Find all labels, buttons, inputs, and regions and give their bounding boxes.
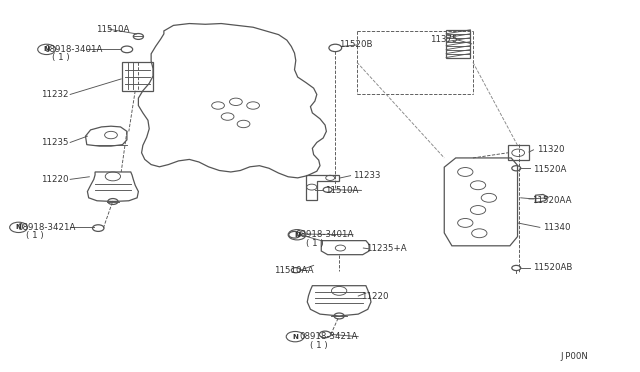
Text: N: N [15, 224, 22, 230]
Text: 11233: 11233 [353, 171, 381, 180]
Text: 11235+A: 11235+A [366, 244, 406, 253]
Text: ( 1 ): ( 1 ) [306, 239, 324, 248]
Text: N: N [294, 232, 300, 238]
Text: 11520AB: 11520AB [534, 263, 573, 272]
Text: 11510A: 11510A [96, 25, 129, 33]
Text: 08918-3401A: 08918-3401A [45, 45, 103, 54]
Text: 11320: 11320 [537, 145, 564, 154]
Text: 11220: 11220 [362, 292, 389, 301]
Text: 11510A: 11510A [325, 186, 358, 195]
Text: 11520B: 11520B [339, 41, 372, 49]
Text: 11235: 11235 [41, 138, 68, 147]
Text: 08918-3421A: 08918-3421A [300, 332, 358, 341]
Text: 11510AA: 11510AA [274, 266, 314, 275]
Text: ( 1 ): ( 1 ) [26, 231, 44, 240]
Text: ( 1 ): ( 1 ) [52, 53, 70, 62]
Text: N: N [44, 46, 49, 52]
Text: 08918-3401A: 08918-3401A [296, 230, 354, 239]
Text: N: N [292, 334, 298, 340]
Text: 11340: 11340 [543, 223, 570, 232]
Text: 11220: 11220 [41, 175, 68, 184]
Text: 11232: 11232 [41, 90, 68, 99]
Text: J P00N: J P00N [561, 352, 589, 361]
Text: ( 1 ): ( 1 ) [310, 341, 328, 350]
Text: 11375: 11375 [429, 35, 457, 44]
Text: 08918-3421A: 08918-3421A [17, 223, 76, 232]
Text: 11520AA: 11520AA [532, 196, 571, 205]
Text: 11520A: 11520A [534, 165, 567, 174]
